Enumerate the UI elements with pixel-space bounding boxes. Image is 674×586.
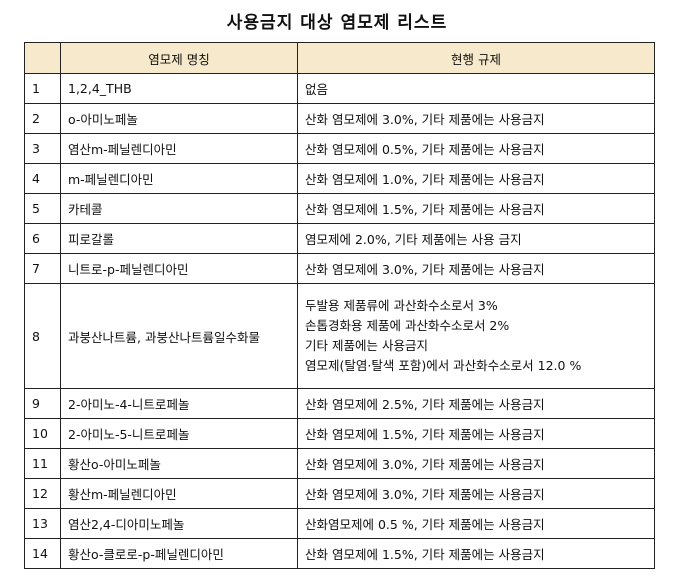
regulation-cell: 산화 염모제에 3.0%, 기타 제품에는 사용금지 (297, 103, 655, 134)
regulation-line: 산화 염모제에 1.5%, 기타 제품에는 사용금지 (305, 427, 545, 442)
regulation-line: 염모제(탈염·탈색 포함)에서 과산화수소로서 12.0 % (305, 358, 582, 373)
dye-name-cell: m-페닐렌디아민 (60, 163, 298, 194)
row-number: 12 (24, 478, 61, 509)
dye-name-cell: o-아미노페놀 (60, 103, 298, 134)
regulation-line: 산화염모제에 0.5 %, 기타 제품에는 사용금지 (305, 517, 545, 532)
regulation-cell: 산화 염모제에 0.5%, 기타 제품에는 사용금지 (297, 133, 655, 164)
dye-name-cell: 황산o-아미노페놀 (60, 448, 298, 479)
regulation-line: 산화 염모제에 1.5%, 기타 제품에는 사용금지 (305, 547, 545, 562)
regulation-line: 산화 염모제에 0.5%, 기타 제품에는 사용금지 (305, 142, 545, 157)
table-header-row: 염모제 명칭 현행 규제 (24, 42, 655, 74)
table-row: 6 피로갈롤 염모제에 2.0%, 기타 제품에는 사용 금지 (24, 223, 655, 254)
row-number: 3 (24, 133, 61, 164)
table-row: 9 2-아미노-4-니트로페놀 산화 염모제에 2.5%, 기타 제품에는 사용금지 (24, 388, 655, 419)
regulation-line: 산화 염모제에 3.0%, 기타 제품에는 사용금지 (305, 457, 545, 472)
regulation-line: 기타 제품에는 사용금지 (305, 338, 428, 353)
regulation-cell: 염모제에 2.0%, 기타 제품에는 사용 금지 (297, 223, 655, 254)
row-number: 1 (24, 73, 61, 104)
regulation-cell: 산화 염모제에 1.5%, 기타 제품에는 사용금지 (297, 418, 655, 449)
dye-name-cell: 2-아미노-5-니트로페놀 (60, 418, 298, 449)
row-number: 9 (24, 388, 61, 419)
dye-name-cell: 황산o-클로로-p-페닐렌디아민 (60, 538, 298, 569)
dye-name-cell: 1,2,4_THB (60, 73, 298, 104)
row-number: 10 (24, 418, 61, 449)
row-number: 6 (24, 223, 61, 254)
dye-name-cell: 과붕산나트륨, 과붕산나트륨일수화물 (60, 283, 298, 389)
regulation-line: 손톱경화용 제품에 과산화수소로서 2% (305, 318, 510, 333)
table-row: 5 카테콜 산화 염모제에 1.5%, 기타 제품에는 사용금지 (24, 193, 655, 224)
table-row: 3 염산m-페닐렌디아민 산화 염모제에 0.5%, 기타 제품에는 사용금지 (24, 133, 655, 164)
dye-name-cell: 염산2,4-디아미노페놀 (60, 508, 298, 539)
table-row: 10 2-아미노-5-니트로페놀 산화 염모제에 1.5%, 기타 제품에는 사용금… (24, 418, 655, 449)
row-number: 14 (24, 538, 61, 569)
regulation-cell: 산화 염모제에 3.0%, 기타 제품에는 사용금지 (297, 478, 655, 509)
row-number: 8 (24, 283, 61, 389)
dye-name-cell: 피로갈롤 (60, 223, 298, 254)
dye-name-cell: 염산m-페닐렌디아민 (60, 133, 298, 164)
row-number: 4 (24, 163, 61, 194)
header-regulation: 현행 규제 (297, 42, 655, 74)
regulation-line: 염모제에 2.0%, 기타 제품에는 사용 금지 (305, 232, 522, 247)
row-number: 2 (24, 103, 61, 134)
regulation-line: 두발용 제품류에 과산화수소로서 3% (305, 298, 498, 313)
dye-name-cell: 2-아미노-4-니트로페놀 (60, 388, 298, 419)
regulation-cell: 산화 염모제에 1.5%, 기타 제품에는 사용금지 (297, 193, 655, 224)
regulation-cell: 산화 염모제에 3.0%, 기타 제품에는 사용금지 (297, 253, 655, 284)
row-number: 13 (24, 508, 61, 539)
regulation-line: 산화 염모제에 1.0%, 기타 제품에는 사용금지 (305, 172, 545, 187)
regulation-line: 산화 염모제에 3.0%, 기타 제품에는 사용금지 (305, 112, 545, 127)
header-number (24, 42, 61, 74)
row-number: 11 (24, 448, 61, 479)
header-dye-name: 염모제 명칭 (60, 42, 298, 74)
table-row: 1 1,2,4_THB 없음 (24, 73, 655, 104)
regulation-cell: 없음 (297, 73, 655, 104)
table-row: 12 황산m-페닐렌디아민 산화 염모제에 3.0%, 기타 제품에는 사용금지 (24, 478, 655, 509)
table-row: 13 염산2,4-디아미노페놀 산화염모제에 0.5 %, 기타 제품에는 사용금지 (24, 508, 655, 539)
regulation-line: 없음 (305, 82, 329, 97)
table-row: 14 황산o-클로로-p-페닐렌디아민 산화 염모제에 1.5%, 기타 제품에는 … (24, 538, 655, 569)
row-number: 7 (24, 253, 61, 284)
dye-list-table: 염모제 명칭 현행 규제 1 1,2,4_THB 없음 2 o-아미노페놀 산화 염모제에… (24, 42, 655, 569)
table-row: 11 황산o-아미노페놀 산화 염모제에 3.0%, 기타 제품에는 사용금지 (24, 448, 655, 479)
regulation-line: 산화 염모제에 1.5%, 기타 제품에는 사용금지 (305, 202, 545, 217)
regulation-line: 산화 염모제에 3.0%, 기타 제품에는 사용금지 (305, 487, 545, 502)
regulation-line: 산화 염모제에 3.0%, 기타 제품에는 사용금지 (305, 262, 545, 277)
table-row: 4 m-페닐렌디아민 산화 염모제에 1.0%, 기타 제품에는 사용금지 (24, 163, 655, 194)
row-number: 5 (24, 193, 61, 224)
regulation-cell: 산화 염모제에 1.0%, 기타 제품에는 사용금지 (297, 163, 655, 194)
regulation-cell: 산화 염모제에 1.5%, 기타 제품에는 사용금지 (297, 538, 655, 569)
regulation-cell: 두발용 제품류에 과산화수소로서 3% 손톱경화용 제품에 과산화수소로서 2% 기… (297, 283, 655, 389)
regulation-cell: 산화염모제에 0.5 %, 기타 제품에는 사용금지 (297, 508, 655, 539)
regulation-line: 산화 염모제에 2.5%, 기타 제품에는 사용금지 (305, 397, 545, 412)
regulation-cell: 산화 염모제에 3.0%, 기타 제품에는 사용금지 (297, 448, 655, 479)
regulation-cell: 산화 염모제에 2.5%, 기타 제품에는 사용금지 (297, 388, 655, 419)
table-row: 7 니트로-p-페닐렌디아민 산화 염모제에 3.0%, 기타 제품에는 사용금지 (24, 253, 655, 284)
dye-name-cell: 니트로-p-페닐렌디아민 (60, 253, 298, 284)
dye-name-cell: 카테콜 (60, 193, 298, 224)
table-row: 2 o-아미노페놀 산화 염모제에 3.0%, 기타 제품에는 사용금지 (24, 103, 655, 134)
table-body: 1 1,2,4_THB 없음 2 o-아미노페놀 산화 염모제에 3.0%, 기타 제품에… (24, 73, 655, 569)
table-row: 8 과붕산나트륨, 과붕산나트륨일수화물 두발용 제품류에 과산화수소로서 3% 손톱… (24, 283, 655, 389)
page-title: 사용금지 대상 염모제 리스트 (226, 13, 448, 33)
dye-name-cell: 황산m-페닐렌디아민 (60, 478, 298, 509)
